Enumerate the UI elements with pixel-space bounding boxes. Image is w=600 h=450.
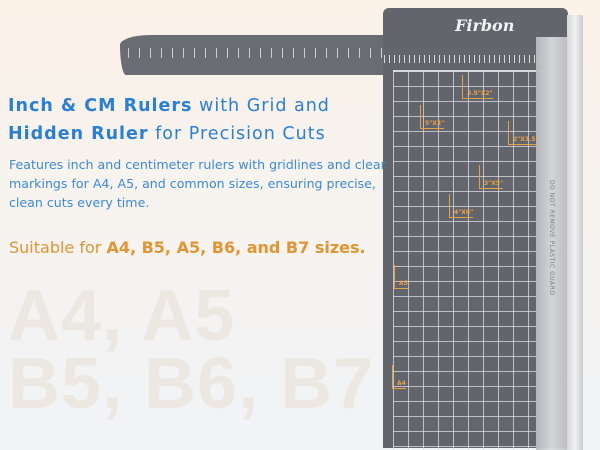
cutter-rail: [567, 15, 583, 450]
headline-bold-1: Inch & CM Rulers: [8, 96, 193, 116]
brand-logo: Firbon: [455, 16, 515, 35]
size-label: 4"X6": [449, 194, 474, 218]
size-label: 2"X3.5": [508, 121, 539, 145]
size-label: A5: [394, 265, 408, 289]
watermark-a4-a5: A4, A5: [8, 276, 236, 356]
headline: Inch & CM Rulers with Grid and Hidden Ru…: [8, 92, 330, 148]
cutting-grid: [393, 70, 543, 450]
size-label: A4: [392, 365, 406, 389]
headline-rest-2: for Precision Cuts: [148, 124, 326, 144]
extension-ruler: [120, 35, 395, 75]
size-label: 3"X5": [479, 165, 504, 189]
guard-text: DO NOT REMOVE PLASTIC GUARD: [548, 180, 555, 296]
size-label: 3.5"X2": [462, 75, 493, 99]
headline-bold-2: Hidden Ruler: [8, 124, 149, 144]
description: Features inch and centimeter rulers with…: [9, 157, 386, 210]
headline-rest-1: with Grid and: [192, 96, 330, 116]
suitable-sizes: Suitable for A4, B5, A5, B6, and B7 size…: [9, 238, 366, 257]
suitable-prefix: Suitable for: [9, 238, 107, 257]
watermark-b5-b6-b7: B5, B6, B7: [8, 344, 375, 424]
blade-guard: [536, 37, 567, 450]
suitable-size-list: A4, B5, A5, B6, and B7 sizes.: [106, 238, 366, 257]
size-label: 5"X3": [420, 105, 445, 129]
top-ruler: [384, 55, 544, 63]
